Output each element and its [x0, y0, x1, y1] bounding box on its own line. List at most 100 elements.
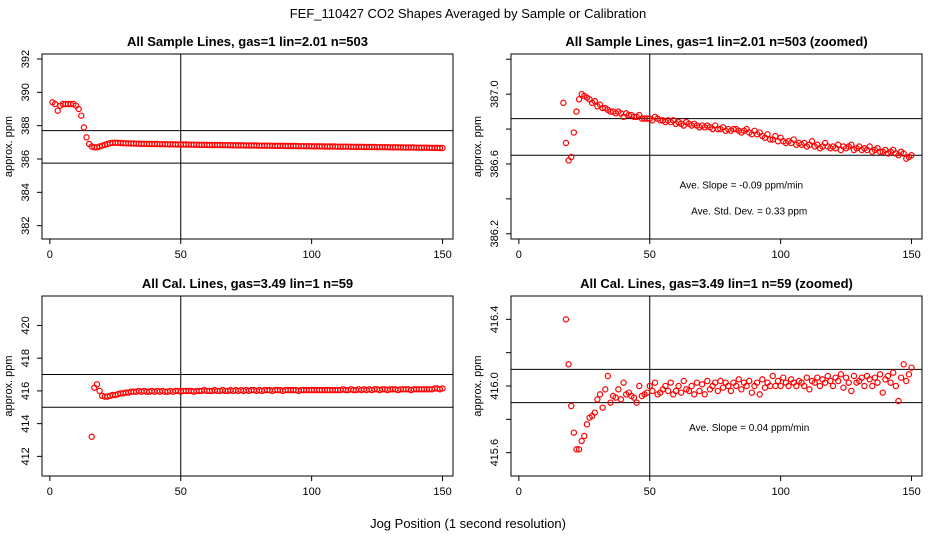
data-point — [727, 387, 735, 395]
data-point — [439, 144, 446, 152]
data-point — [905, 371, 913, 378]
data-point — [667, 379, 674, 386]
data-point — [811, 379, 818, 386]
data-point — [562, 139, 570, 147]
x-tick-label: 150 — [902, 249, 920, 261]
y-axis-label: approx. ppm — [3, 355, 15, 416]
data-point — [96, 387, 103, 395]
data-point — [814, 374, 821, 381]
plot-frame — [510, 295, 923, 477]
x-tick-label: 150 — [902, 486, 920, 498]
data-point — [573, 108, 580, 115]
x-tick-label: 50 — [644, 486, 656, 498]
data-point — [900, 361, 907, 368]
data-point — [575, 96, 583, 103]
data-point — [908, 364, 915, 371]
data-point — [560, 99, 567, 107]
data-point — [649, 387, 656, 395]
data-point — [845, 379, 852, 386]
panel-title: All Cal. Lines, gas=3.49 lin=1 n=59 — [142, 276, 353, 291]
data-point — [816, 382, 824, 390]
y-tick-label: 382 — [20, 216, 32, 234]
data-point — [54, 107, 61, 114]
data-point — [735, 376, 742, 383]
data-point — [766, 136, 774, 143]
data-point — [738, 386, 745, 393]
data-point — [848, 141, 855, 148]
data-point — [602, 386, 609, 393]
y-tick-label: 386.2 — [489, 220, 501, 248]
data-point — [620, 379, 627, 386]
y-tick-label: 384 — [20, 183, 32, 201]
x-tick-label: 0 — [516, 249, 522, 261]
data-point — [837, 371, 845, 378]
data-point — [651, 379, 659, 386]
y-tick-label: 390 — [20, 83, 32, 101]
data-point — [829, 382, 837, 390]
x-tick-label: 50 — [644, 249, 656, 261]
data-point — [630, 394, 638, 401]
data-point — [887, 379, 894, 386]
data-point — [615, 386, 622, 393]
data-point — [439, 385, 446, 392]
x-tick-label: 100 — [302, 486, 320, 498]
data-point — [93, 381, 101, 388]
data-points — [88, 381, 446, 440]
data-point — [897, 374, 905, 381]
data-point — [756, 391, 763, 398]
data-point — [662, 382, 669, 390]
data-point — [903, 377, 910, 385]
data-point — [848, 387, 855, 395]
data-point — [88, 433, 95, 440]
data-point — [568, 402, 575, 410]
data-point — [840, 384, 847, 391]
data-point — [568, 153, 575, 161]
data-point — [436, 144, 444, 152]
y-tick-label: 388 — [20, 116, 32, 134]
y-tick-label: 392 — [20, 50, 32, 68]
data-point — [900, 150, 907, 157]
panel-1: All Sample Lines, gas=1 lin=2.01 n=503 0 5… — [3, 34, 454, 261]
data-point — [759, 376, 766, 383]
data-points — [49, 99, 446, 152]
data-point — [565, 361, 572, 368]
x-tick-label: 100 — [771, 249, 789, 261]
y-tick-label: 387.0 — [489, 80, 501, 108]
y-tick-label: 414 — [20, 414, 32, 432]
y-axis-label: approx. ppm — [3, 116, 15, 177]
data-point — [835, 377, 842, 385]
x-tick-label: 100 — [302, 249, 320, 261]
data-point — [827, 377, 834, 385]
annotation: Ave. Slope = 0.04 ppm/min — [689, 423, 809, 434]
data-point — [570, 429, 578, 436]
x-tick-label: 50 — [175, 249, 187, 261]
data-point — [83, 134, 90, 141]
data-point — [701, 391, 708, 398]
data-point — [596, 391, 604, 398]
x-tick-label: 150 — [433, 249, 451, 261]
y-tick-label: 386.6 — [489, 150, 501, 178]
data-point — [876, 371, 884, 378]
data-point — [719, 384, 727, 391]
y-tick-label: 416.4 — [489, 306, 501, 334]
data-point — [764, 131, 771, 138]
data-point — [869, 382, 876, 390]
plot-frame — [510, 53, 923, 240]
data-point — [785, 382, 792, 390]
panel-2: All Sample Lines, gas=1 lin=2.01 n=503 (… — [472, 34, 923, 261]
data-point — [691, 391, 698, 398]
data-point — [861, 382, 868, 390]
data-point — [717, 377, 724, 385]
data-point — [680, 377, 687, 385]
data-point — [698, 381, 706, 388]
annotation: Ave. Slope = -0.09 ppm/min — [680, 180, 804, 191]
data-point — [591, 409, 598, 416]
data-point — [850, 372, 858, 380]
y-tick-label: 416 — [20, 382, 32, 400]
y-tick-label: 418 — [20, 349, 32, 367]
data-point — [604, 372, 612, 380]
data-point — [753, 379, 761, 386]
data-point — [685, 387, 693, 395]
data-point — [871, 374, 879, 381]
x-tick-label: 100 — [771, 486, 789, 498]
